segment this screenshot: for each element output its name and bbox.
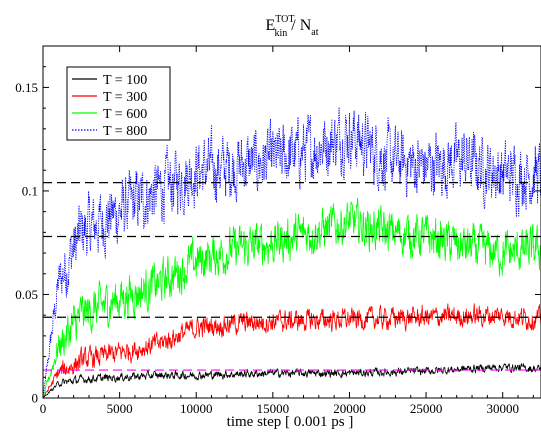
legend-label-t600: T = 600 bbox=[103, 107, 147, 122]
series-line-300 bbox=[43, 303, 541, 398]
y-tick-label: 0 bbox=[32, 391, 39, 406]
x-tick-label: 25000 bbox=[410, 401, 443, 416]
title-subscript2: at bbox=[311, 27, 318, 38]
plot-frame bbox=[42, 45, 541, 399]
title-subscript: kin bbox=[275, 28, 288, 39]
y-tick-label: 0.1 bbox=[22, 183, 38, 198]
x-tick-label: 20000 bbox=[333, 401, 366, 416]
title-main: E bbox=[265, 17, 275, 34]
y-tick-label: 0.15 bbox=[15, 80, 38, 95]
series-line-600 bbox=[43, 197, 541, 398]
title-superscript: TOT bbox=[275, 14, 294, 25]
x-tick-label: 10000 bbox=[180, 401, 213, 416]
legend: T = 100 T = 300 T = 600 T = 800 bbox=[66, 66, 171, 141]
series-layer bbox=[43, 106, 541, 398]
reference-lines bbox=[43, 182, 541, 371]
x-tick-label: 5000 bbox=[107, 401, 133, 416]
x-axis-label: time step [ 0.001 ps ] bbox=[227, 414, 354, 430]
legend-label-t300: T = 300 bbox=[103, 90, 147, 105]
tick-layer: 0 5000 10000 15000 20000 25000 30000 0 0.05 0.1 0.… bbox=[15, 46, 541, 416]
chart-title: ETOT kin / Nat bbox=[265, 14, 318, 39]
x-tick-label: 0 bbox=[40, 401, 47, 416]
legend-label-t100: T = 100 bbox=[103, 73, 147, 88]
title-separator: / N bbox=[287, 17, 311, 34]
series-line-800 bbox=[43, 106, 541, 398]
x-tick-label: 30000 bbox=[486, 401, 519, 416]
x-tick-label: 15000 bbox=[257, 401, 290, 416]
legend-label-t800: T = 800 bbox=[103, 124, 147, 139]
y-tick-label: 0.05 bbox=[15, 287, 38, 302]
series-line-100 bbox=[43, 363, 541, 398]
